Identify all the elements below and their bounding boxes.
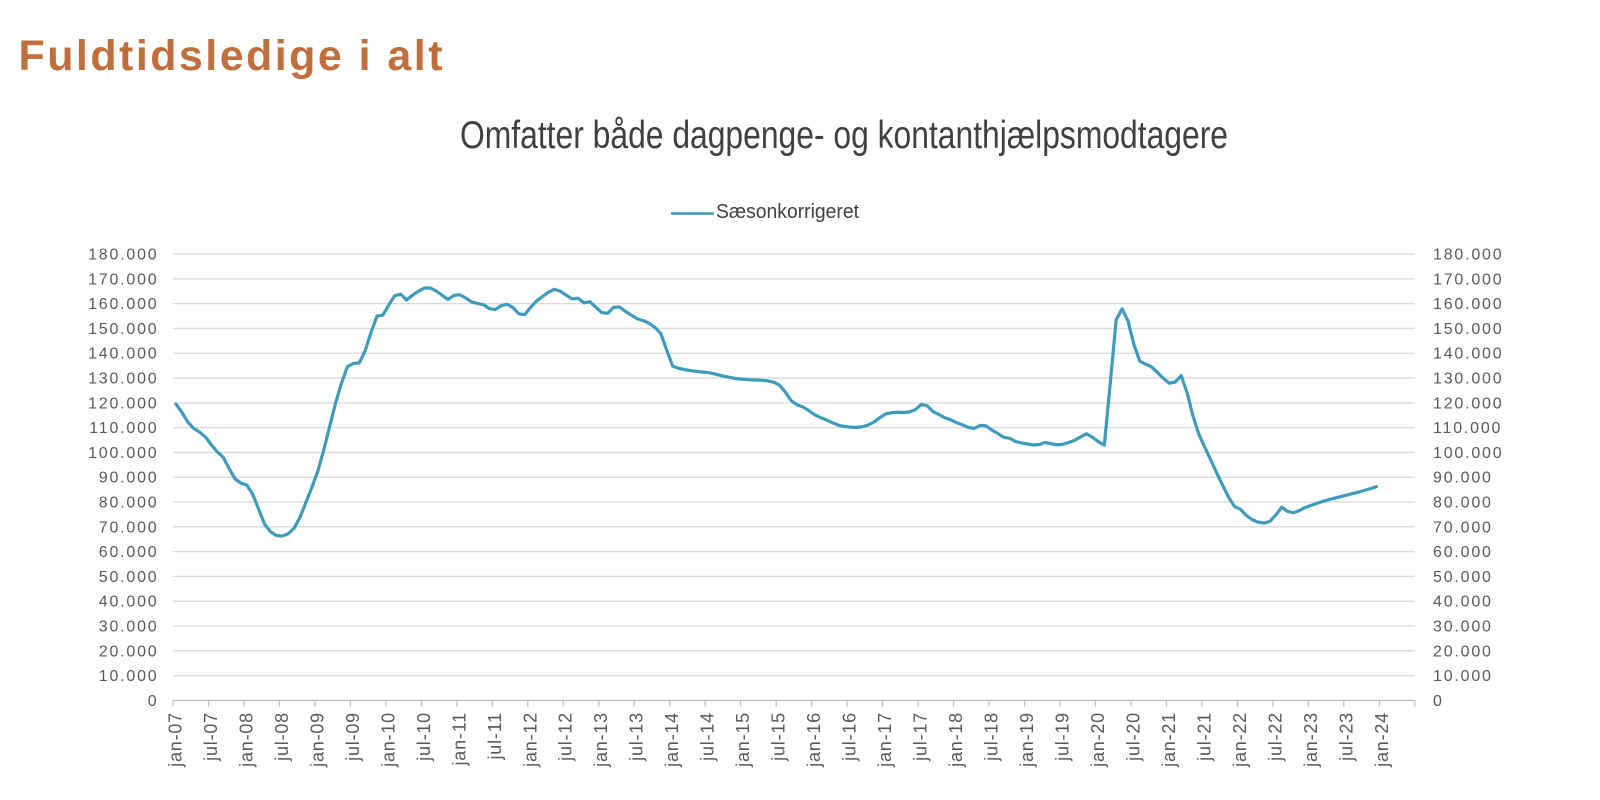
svg-text:jul-09: jul-09 [343,712,363,762]
svg-text:jan-07: jan-07 [165,712,185,768]
svg-text:0: 0 [1433,693,1444,710]
svg-text:160.000: 160.000 [88,296,158,313]
svg-text:170.000: 170.000 [88,271,158,288]
svg-text:jul-17: jul-17 [911,712,931,762]
svg-text:jul-13: jul-13 [627,712,647,762]
svg-text:jan-09: jan-09 [307,712,327,768]
svg-text:60.000: 60.000 [1433,544,1493,561]
svg-text:jan-24: jan-24 [1372,712,1392,768]
svg-text:jan-15: jan-15 [733,712,753,768]
svg-text:jul-22: jul-22 [1265,712,1285,762]
svg-text:jan-13: jan-13 [591,712,611,768]
svg-text:jul-18: jul-18 [982,712,1002,762]
svg-text:Fuldtidsledige i alt: Fuldtidsledige i alt [19,32,445,80]
svg-text:120.000: 120.000 [88,395,158,412]
svg-text:jan-08: jan-08 [236,712,256,768]
svg-text:70.000: 70.000 [1433,519,1493,536]
svg-text:jan-11: jan-11 [449,712,469,767]
svg-text:0: 0 [148,693,159,710]
svg-text:140.000: 140.000 [1433,346,1503,363]
svg-text:100.000: 100.000 [1433,445,1503,462]
svg-text:90.000: 90.000 [99,470,159,487]
svg-text:30.000: 30.000 [1433,619,1493,636]
svg-text:180.000: 180.000 [1433,247,1503,264]
svg-text:jul-08: jul-08 [272,712,292,762]
svg-text:110.000: 110.000 [1433,420,1502,437]
svg-text:jul-10: jul-10 [414,712,434,762]
svg-text:jan-19: jan-19 [1017,712,1037,768]
svg-text:jul-14: jul-14 [698,712,718,762]
svg-text:jan-17: jan-17 [875,712,895,768]
svg-text:jul-12: jul-12 [556,712,576,762]
svg-text:jan-14: jan-14 [662,712,682,768]
svg-text:110.000: 110.000 [89,420,158,437]
svg-text:100.000: 100.000 [88,445,158,462]
svg-text:80.000: 80.000 [99,495,159,512]
svg-text:90.000: 90.000 [1433,470,1493,487]
svg-text:jul-21: jul-21 [1194,712,1214,762]
svg-text:Sæsonkorrigeret: Sæsonkorrigeret [716,201,859,223]
svg-text:jan-18: jan-18 [946,712,966,768]
svg-text:140.000: 140.000 [88,346,158,363]
svg-text:jul-07: jul-07 [201,712,221,762]
svg-text:jan-23: jan-23 [1301,712,1321,768]
svg-text:180.000: 180.000 [88,247,158,264]
svg-text:150.000: 150.000 [1433,321,1503,338]
svg-text:50.000: 50.000 [1433,569,1493,586]
svg-text:10.000: 10.000 [99,668,159,685]
svg-text:jul-16: jul-16 [840,712,860,762]
svg-text:130.000: 130.000 [1433,371,1503,388]
svg-text:70.000: 70.000 [99,519,159,536]
svg-text:jul-15: jul-15 [769,712,789,762]
svg-text:30.000: 30.000 [99,619,159,636]
svg-text:170.000: 170.000 [1433,271,1503,288]
svg-text:60.000: 60.000 [99,544,159,561]
svg-text:20.000: 20.000 [1433,643,1493,660]
svg-text:jul-23: jul-23 [1336,712,1356,762]
svg-text:130.000: 130.000 [88,371,158,388]
svg-text:50.000: 50.000 [99,569,159,586]
svg-text:40.000: 40.000 [1433,594,1493,611]
svg-text:40.000: 40.000 [99,594,159,611]
svg-text:160.000: 160.000 [1433,296,1503,313]
svg-text:jul-19: jul-19 [1052,712,1072,762]
svg-text:jan-21: jan-21 [1159,712,1179,768]
svg-text:80.000: 80.000 [1433,495,1493,512]
svg-text:jan-12: jan-12 [520,712,540,768]
svg-text:jul-11: jul-11 [485,712,505,761]
svg-text:jul-20: jul-20 [1123,712,1143,762]
svg-text:150.000: 150.000 [88,321,158,338]
svg-text:Omfatter både dagpenge- og kon: Omfatter både dagpenge- og kontanthjælps… [460,114,1228,157]
svg-text:10.000: 10.000 [1433,668,1493,685]
svg-text:20.000: 20.000 [99,643,159,660]
svg-text:120.000: 120.000 [1433,395,1503,412]
svg-text:jan-20: jan-20 [1088,712,1108,768]
svg-text:jan-10: jan-10 [378,712,398,768]
svg-text:jan-16: jan-16 [804,712,824,768]
svg-text:jan-22: jan-22 [1230,712,1250,768]
